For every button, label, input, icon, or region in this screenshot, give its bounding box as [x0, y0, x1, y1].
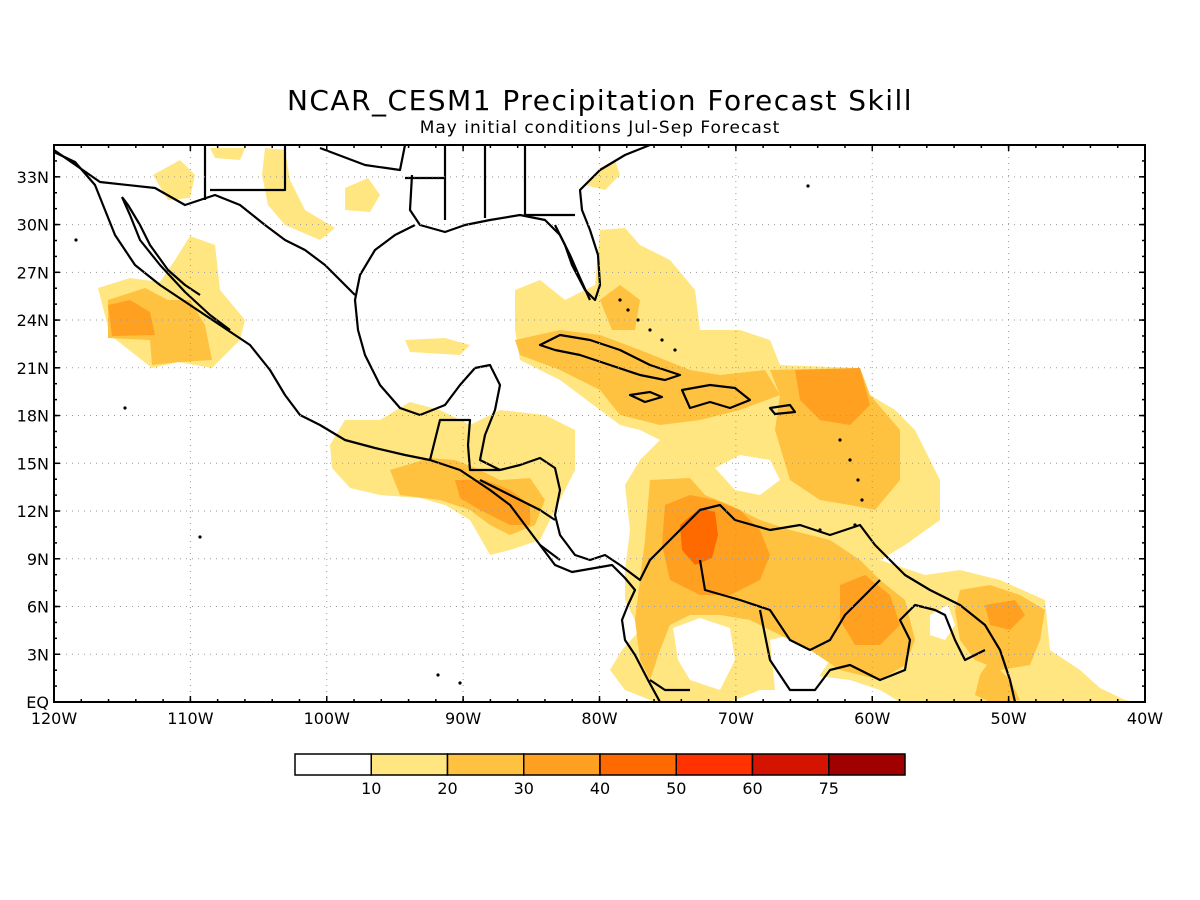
colorbar-label: 10 — [361, 779, 381, 798]
skill-region-baja-south — [108, 300, 155, 336]
lon-tick-label: 110W — [167, 709, 214, 728]
lat-tick-label: 24N — [17, 311, 49, 330]
coast-south-america-north — [619, 503, 1017, 702]
border-south-america — [649, 559, 986, 692]
colorbar-label: 40 — [590, 779, 610, 798]
lat-tick-labels: EQ 3N 6N 9N 12N 15N 18N 21N 24N 27N 30N 33N — [17, 168, 49, 712]
lat-tick-label: 6N — [27, 598, 49, 617]
colorbar-swatch — [675, 753, 754, 776]
lon-tick-label: 70W — [718, 709, 754, 728]
skill-region-baja-north — [210, 148, 245, 160]
skill-region-texas — [345, 178, 380, 212]
lat-tick-label: 9N — [27, 550, 49, 569]
small-islands — [74, 184, 864, 685]
lon-tick-label: 120W — [31, 709, 78, 728]
axis-ticks — [53, 144, 1146, 703]
colorbar-label: 50 — [666, 779, 686, 798]
coast-baja — [120, 196, 231, 331]
lon-tick-label: 90W — [445, 709, 481, 728]
skill-region-chihuahua — [262, 148, 335, 240]
colorbar-swatch — [446, 753, 525, 776]
lat-tick-label: EQ — [26, 693, 49, 712]
lat-tick-label: 15N — [17, 454, 49, 473]
skill-region-yucatan-channel — [405, 338, 470, 355]
island-cuba — [538, 333, 682, 382]
colorbar-swatch — [294, 753, 372, 776]
border-central-america — [428, 418, 561, 561]
colorbar-swatch — [523, 753, 601, 776]
colorbar-swatch — [751, 753, 830, 776]
skill-region-suriname — [985, 600, 1025, 630]
map-subtitle: May initial conditions Jul-Sep Forecast — [419, 118, 781, 138]
skill-region-maracaibo — [680, 508, 718, 565]
skill-region-gulf-fonseca — [455, 480, 530, 525]
lat-tick-label: 21N — [17, 359, 49, 378]
colorbar-label: 30 — [514, 779, 534, 798]
skill-region-windward — [795, 368, 870, 425]
lon-tick-label: 100W — [304, 709, 351, 728]
lat-tick-label: 33N — [17, 168, 49, 187]
coastlines — [54, 145, 1017, 702]
lon-tick-label: 80W — [581, 709, 617, 728]
colorbar-swatch — [370, 753, 449, 776]
lat-tick-label: 30N — [17, 216, 49, 235]
colorbar-label: 60 — [742, 779, 762, 798]
coast-texas-mexico-gulf — [353, 224, 502, 471]
lon-tick-label: 50W — [991, 709, 1027, 728]
island-hispaniola — [680, 383, 752, 410]
skill-region-orinoco — [840, 575, 900, 645]
colorbar-swatch — [828, 753, 906, 776]
skill-hole-colombia — [673, 618, 735, 690]
lat-tick-label: 27N — [17, 263, 49, 282]
colorbar-label: 20 — [437, 779, 457, 798]
colorbar-swatch — [599, 753, 677, 776]
skill-hole-guiana — [930, 605, 955, 640]
coast-gulf-mexico — [408, 174, 592, 301]
lat-tick-label: 18N — [17, 407, 49, 426]
colorbar-label: 75 — [819, 779, 839, 798]
colorbar: 10 20 30 40 50 60 75 — [294, 753, 906, 798]
skill-region-sonora — [153, 160, 195, 200]
lon-tick-label: 40W — [1127, 709, 1163, 728]
skill-region-bahamas — [600, 285, 640, 330]
lat-tick-label: 12N — [17, 502, 49, 521]
skill-shading — [98, 148, 1145, 702]
lon-tick-labels: 120W 110W 100W 90W 80W 70W 60W 50W 40W — [31, 709, 1163, 728]
map-title: NCAR_CESM1 Precipitation Forecast Skill — [286, 84, 914, 117]
lat-tick-label: 3N — [27, 645, 49, 664]
border-us-mexico — [54, 149, 356, 296]
island-jamaica — [628, 390, 664, 404]
skill-region-atlantic-ne — [585, 160, 620, 190]
lon-tick-label: 60W — [854, 709, 890, 728]
border-us-states — [203, 145, 575, 220]
island-puerto-rico — [768, 403, 797, 416]
skill-hole-central-caribbean — [715, 455, 780, 495]
